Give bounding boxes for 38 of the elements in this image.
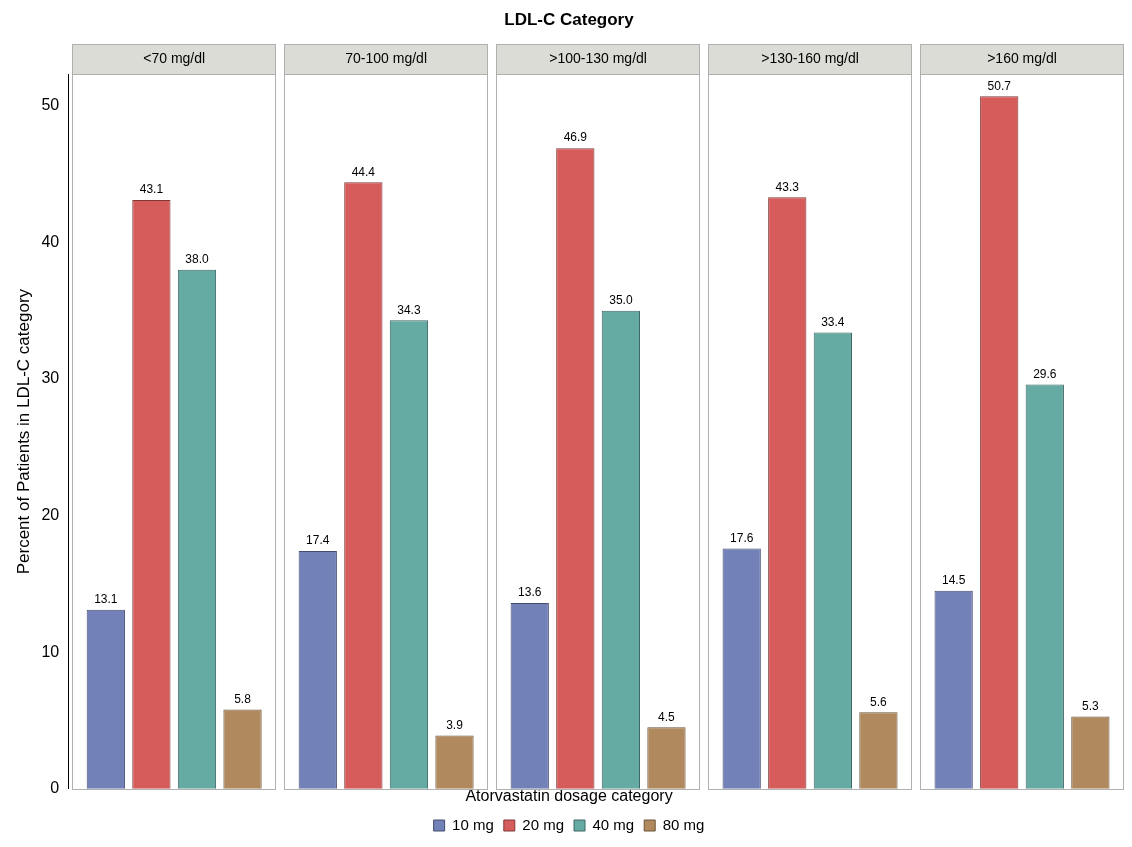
y-tick-label: 30 — [41, 369, 60, 387]
legend-label: 40 mg — [592, 815, 635, 833]
data-label: 29.6 — [1033, 366, 1057, 381]
data-label: 13.6 — [518, 585, 542, 600]
legend-label: 10 mg — [452, 815, 494, 833]
data-label: 33.4 — [821, 314, 845, 329]
y-axis-title: Percent of Patients in LDL-C category — [13, 288, 33, 575]
data-label: 35.0 — [609, 293, 633, 308]
data-label: 34.3 — [397, 302, 421, 317]
x-tick-label: 70-100 mg/dl — [345, 50, 427, 67]
y-tick-label: 10 — [41, 642, 60, 660]
data-label: 43.1 — [139, 182, 164, 197]
y-tick-label: 0 — [50, 779, 60, 797]
data-label: 50.7 — [987, 78, 1012, 93]
data-label: 5.8 — [234, 691, 252, 706]
x-tick-label: >160 mg/dl — [987, 50, 1057, 67]
data-label: 4.5 — [658, 709, 676, 724]
y-tick-label: 50 — [41, 96, 60, 114]
data-label: 17.6 — [730, 530, 754, 545]
chart-title: LDL-C Category — [504, 9, 635, 29]
x-tick-label: >100-130 mg/dl — [549, 50, 647, 67]
data-label: 17.4 — [306, 533, 330, 548]
data-label: 5.6 — [870, 694, 888, 709]
data-label: 44.4 — [351, 164, 376, 179]
data-label: 5.3 — [1082, 698, 1100, 713]
legend-label: 80 mg — [662, 815, 705, 833]
data-label: 46.9 — [563, 130, 588, 145]
y-tick-label: 20 — [41, 506, 60, 524]
data-label: 13.1 — [94, 592, 118, 607]
data-label: 3.9 — [446, 717, 464, 732]
data-label: 14.5 — [941, 573, 966, 588]
data-label: 38.0 — [185, 252, 209, 267]
legend-label: 20 mg — [522, 815, 565, 833]
legend-title: Atorvastatin dosage category — [465, 787, 673, 805]
data-label: 43.3 — [775, 179, 800, 194]
y-tick-label: 40 — [41, 232, 60, 250]
x-tick-label: <70 mg/dl — [143, 50, 206, 67]
x-tick-label: >130-160 mg/dl — [761, 50, 859, 67]
